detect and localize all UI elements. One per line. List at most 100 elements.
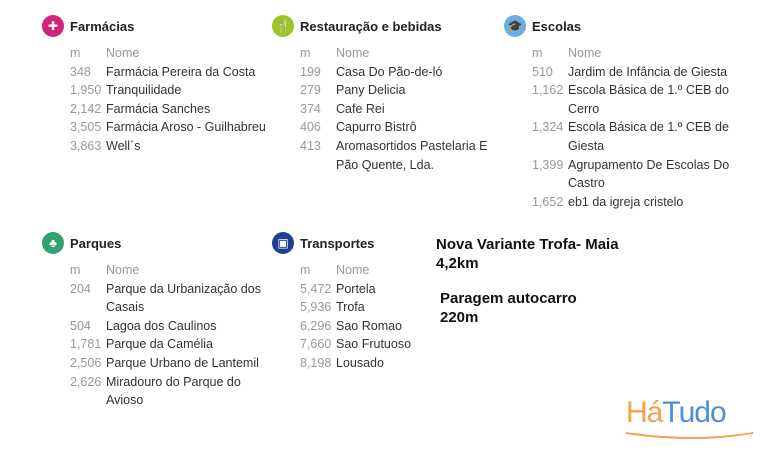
note-line: 4,2km <box>436 255 479 272</box>
section-parques: ♣ Parques m Nome 204 Parque da Urbanização do… <box>42 231 272 410</box>
section-header: 🎓 Escolas <box>504 14 734 38</box>
section-title: Transportes <box>300 235 375 251</box>
distance: 2,506 <box>70 355 102 370</box>
col-distance: m <box>70 263 81 277</box>
distance: 279 <box>300 83 321 98</box>
distance: 510 <box>532 64 553 79</box>
section-header: ▣ Transportes <box>272 231 502 255</box>
table-header: m Nome <box>70 44 272 63</box>
logo-text-ha: Há <box>626 396 663 429</box>
col-distance: m <box>70 46 81 60</box>
table-row: 510 Jardim de Infância de Giesta <box>532 63 734 82</box>
place-name: Aromasortidos Pastelaria E Pão Quente, L… <box>336 138 488 172</box>
table-row: 3,505 Farmácia Aroso - Guilhabreu <box>70 118 272 137</box>
distance: 5,936 <box>300 300 332 315</box>
cutlery-icon: 🍴 <box>272 15 294 37</box>
place-name: Farmácia Pereira da Costa <box>106 64 256 79</box>
distance: 2,142 <box>70 101 102 116</box>
table-row: 413 Aromasortidos Pastelaria E Pão Quente… <box>300 137 502 174</box>
note-line: Nova Variante Trofa- Maia <box>436 236 619 253</box>
section-header: 🍴 Restauração e bebidas <box>272 14 502 38</box>
note-variante: Nova Variante Trofa- Maia 4,2km <box>436 235 619 273</box>
col-name: Nome <box>336 263 370 277</box>
distance: 1,324 <box>532 120 564 135</box>
bus-icon: ▣ <box>272 232 294 254</box>
place-name: Sao Romao <box>336 318 403 333</box>
distance: 413 <box>300 138 321 153</box>
poi-table: m Nome 199 Casa Do Pão-de-ló 279 Pany Delicia… <box>300 44 502 174</box>
distance: 1,781 <box>70 337 102 352</box>
table-row: 7,660 Sao Frutuoso <box>300 335 502 354</box>
table-header: m Nome <box>70 261 272 280</box>
place-name: Parque da Urbanização dos Casais <box>106 281 261 315</box>
table-row: 1,950 Tranquilidade <box>70 81 272 100</box>
table-row: 5,472 Portela <box>300 280 502 299</box>
place-name: Well´s <box>106 138 141 153</box>
distance: 2,626 <box>70 374 102 389</box>
distance: 7,660 <box>300 337 332 352</box>
note-line: 220m <box>440 309 479 326</box>
poi-table: m Nome 204 Parque da Urbanização dos Casais… <box>70 261 272 410</box>
place-name: Trofa <box>336 300 365 315</box>
section-restauração: 🍴 Restauração e bebidas m Nome 199 Casa Do Pã… <box>272 14 502 174</box>
poi-table: m Nome 348 Farmácia Pereira da Costa 1,950 Tr… <box>70 44 272 156</box>
place-name: Farmácia Aroso - Guilhabreu <box>106 120 266 135</box>
distance: 3,863 <box>70 138 102 153</box>
logo-swoosh-icon <box>626 432 754 440</box>
place-name: Cafe Rei <box>336 101 385 116</box>
place-name: Miradouro do Parque do Avioso <box>106 374 241 408</box>
distance: 3,505 <box>70 120 102 135</box>
poi-table: m Nome 5,472 Portela 5,936 Trofa 6,296 Sao Roma… <box>300 261 502 373</box>
note-line: Paragem autocarro <box>440 290 577 307</box>
table-row: 348 Farmácia Pereira da Costa <box>70 63 272 82</box>
place-name: eb1 da igreja cristelo <box>568 194 684 209</box>
table-row: 199 Casa Do Pão-de-ló <box>300 63 502 82</box>
note-paragem: Paragem autocarro 220m <box>440 289 577 327</box>
distance: 204 <box>70 281 91 296</box>
col-name: Nome <box>106 263 140 277</box>
place-name: Pany Delicia <box>336 83 406 98</box>
col-name: Nome <box>106 46 140 60</box>
section-transportes: ▣ Transportes m Nome 5,472 Portela 5,936 Trofa 6… <box>272 231 502 373</box>
tree-icon: ♣ <box>42 232 64 254</box>
table-row: 3,863 Well´s <box>70 137 272 156</box>
section-header: ♣ Parques <box>42 231 272 255</box>
place-name: Tranquilidade <box>106 83 182 98</box>
place-name: Portela <box>336 281 376 296</box>
table-row: 8,198 Lousado <box>300 354 502 373</box>
table-header: m Nome <box>300 261 502 280</box>
table-row: 406 Capurro Bistrô <box>300 118 502 137</box>
table-row: 504 Lagoa dos Caulinos <box>70 317 272 336</box>
table-row: 6,296 Sao Romao <box>300 317 502 336</box>
distance: 504 <box>70 318 91 333</box>
table-row: 1,781 Parque da Camélia <box>70 335 272 354</box>
section-title: Escolas <box>532 18 582 34</box>
distance: 8,198 <box>300 355 332 370</box>
pharmacy-icon: ✚ <box>42 15 64 37</box>
distance: 1,950 <box>70 83 102 98</box>
place-name: Sao Frutuoso <box>336 337 412 352</box>
place-name: Escola Básica de 1.º CEB de Giesta <box>568 120 729 153</box>
table-header: m Nome <box>532 44 734 63</box>
col-distance: m <box>532 46 543 60</box>
place-name: Jardim de Infância de Giesta <box>568 64 728 79</box>
distance: 6,296 <box>300 318 332 333</box>
section-title: Restauração e bebidas <box>300 18 442 34</box>
section-title: Parques <box>70 235 122 251</box>
distance: 1,652 <box>532 194 564 209</box>
table-row: 1,399 Agrupamento De Escolas Do Castro <box>532 156 734 193</box>
table-row: 279 Pany Delicia <box>300 81 502 100</box>
section-escolas: 🎓 Escolas m Nome 510 Jardim de Infância de Gi… <box>504 14 734 211</box>
distance: 1,399 <box>532 157 564 172</box>
table-row: 1,162 Escola Básica de 1.º CEB do Cerro <box>532 81 734 118</box>
distance: 5,472 <box>300 281 332 296</box>
graduation-cap-icon: 🎓 <box>504 15 526 37</box>
table-row: 2,142 Farmácia Sanches <box>70 100 272 119</box>
distance: 374 <box>300 101 321 116</box>
table-row: 1,652 eb1 da igreja cristelo <box>532 193 734 212</box>
distance: 199 <box>300 64 321 79</box>
table-row: 374 Cafe Rei <box>300 100 502 119</box>
poi-table: m Nome 510 Jardim de Infância de Giesta 1,16… <box>532 44 734 211</box>
place-name: Agrupamento De Escolas Do Castro <box>568 157 730 191</box>
section-farmácias: ✚ Farmácias m Nome 348 Farmácia Pereira da Co… <box>42 14 272 156</box>
